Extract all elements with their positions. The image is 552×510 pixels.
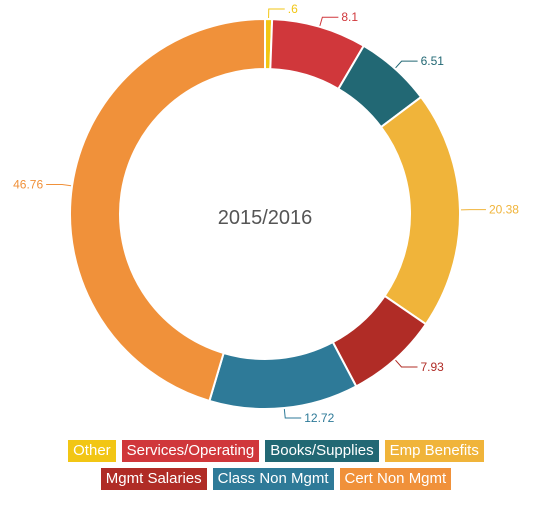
data-label: .6 — [288, 2, 298, 16]
data-label: 20.38 — [489, 203, 519, 217]
legend: Other Services/Operating Books/Supplies Emp… — [0, 440, 552, 490]
slice-labels: .6 8.1 6.51 20.38 7.93 12.72 46.76 — [13, 2, 519, 425]
donut-chart-svg: .6 8.1 6.51 20.38 7.93 12.72 46.76 2015/2016 — [13, 2, 519, 425]
data-label: 8.1 — [341, 10, 358, 24]
data-label: 12.72 — [304, 411, 334, 425]
leader-line — [46, 183, 72, 187]
slice-emp-benefits[interactable] — [379, 95, 461, 326]
data-label: 6.51 — [421, 54, 445, 68]
leader-line — [268, 8, 285, 19]
leader-line — [395, 359, 418, 368]
legend-row: Mgmt Salaries Class Non Mgmt Cert Non Mgmt — [100, 468, 452, 490]
leader-line — [395, 60, 418, 69]
legend-row: Other Services/Operating Books/Supplies Emp… — [68, 440, 484, 462]
leader-line — [319, 16, 339, 26]
legend-item-emp-benefits[interactable]: Emp Benefits — [384, 440, 484, 462]
data-label: 46.76 — [13, 177, 43, 191]
slice-cert-non-mgmt[interactable] — [69, 17, 266, 403]
legend-item-other[interactable]: Other — [68, 440, 116, 462]
legend-item-mgmt-salaries[interactable]: Mgmt Salaries — [100, 468, 207, 490]
legend-item-class-non-mgmt[interactable]: Class Non Mgmt — [212, 468, 334, 490]
slice-class-non-mgmt[interactable] — [208, 340, 358, 410]
leader-line — [283, 408, 302, 419]
donut-chart: .6 8.1 6.51 20.38 7.93 12.72 46.76 2015/2016 — [13, 2, 519, 425]
legend-item-cert-non-mgmt[interactable]: Cert Non Mgmt — [339, 468, 452, 490]
legend-item-books-supplies[interactable]: Books/Supplies — [265, 440, 379, 462]
legend-item-services-operating[interactable]: Services/Operating — [121, 440, 260, 462]
center-title: 2015/2016 — [218, 207, 313, 229]
slices — [69, 17, 461, 410]
data-label: 7.93 — [421, 360, 445, 374]
